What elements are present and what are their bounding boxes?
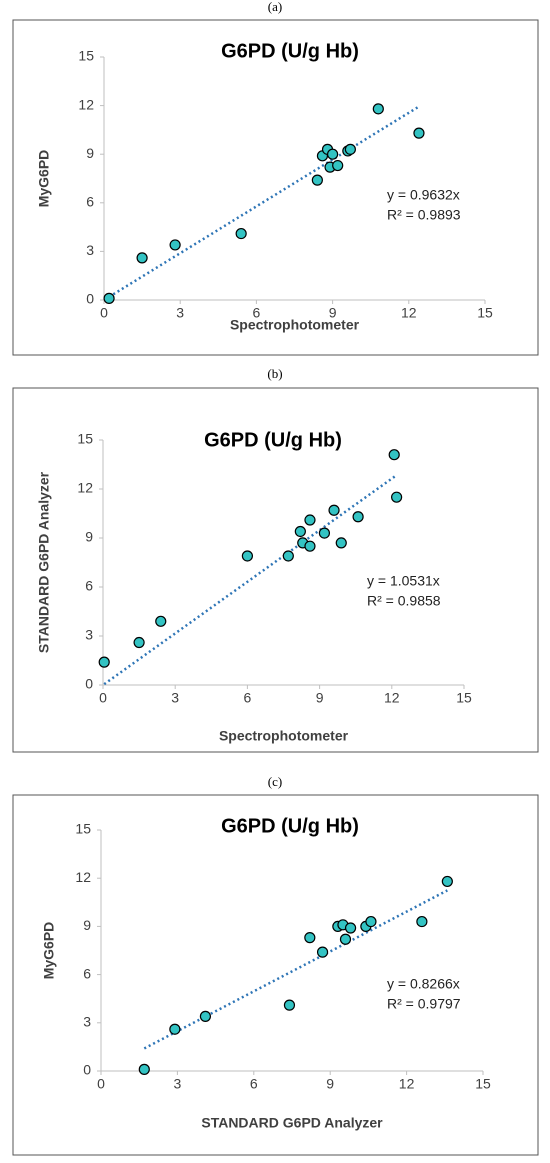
data-point bbox=[138, 1063, 150, 1075]
data-point bbox=[365, 915, 377, 928]
data-point bbox=[335, 537, 347, 549]
data-point bbox=[352, 511, 364, 523]
r-squared: R² = 0.9858 bbox=[367, 593, 441, 609]
data-point bbox=[441, 875, 453, 888]
panel-border bbox=[12, 19, 539, 356]
y-tick-label: 15 bbox=[78, 48, 94, 64]
data-point bbox=[304, 540, 316, 552]
x-tick-label: 3 bbox=[171, 690, 179, 706]
chart-title: G6PD (U/g Hb) bbox=[221, 40, 359, 62]
y-tick-label: 15 bbox=[77, 431, 93, 447]
data-point bbox=[388, 449, 400, 461]
data-point bbox=[413, 127, 425, 139]
x-tick-label: 3 bbox=[176, 305, 184, 321]
x-tick-label: 12 bbox=[401, 305, 417, 321]
panel-border bbox=[12, 387, 539, 753]
data-point bbox=[283, 999, 296, 1011]
y-tick-label: 3 bbox=[85, 627, 93, 643]
y-tick-label: 12 bbox=[75, 869, 91, 885]
data-point bbox=[316, 946, 329, 958]
data-point bbox=[327, 148, 339, 160]
trendline bbox=[103, 474, 398, 686]
data-point bbox=[282, 550, 294, 562]
data-point bbox=[103, 292, 115, 304]
y-tick-label: 12 bbox=[77, 480, 93, 496]
data-point bbox=[339, 933, 352, 945]
r-squared: R² = 0.9893 bbox=[387, 207, 461, 223]
y-tick-label: 3 bbox=[86, 242, 94, 258]
panel-label: (a) bbox=[268, 0, 282, 14]
chart-title: G6PD (U/g Hb) bbox=[221, 815, 359, 837]
x-tick-label: 9 bbox=[329, 305, 337, 321]
y-tick-label: 15 bbox=[75, 821, 91, 837]
y-tick-label: 9 bbox=[85, 529, 93, 545]
y-tick-label: 9 bbox=[83, 917, 91, 933]
data-point bbox=[372, 103, 384, 115]
data-point bbox=[169, 1023, 181, 1035]
x-tick-label: 6 bbox=[250, 1076, 258, 1092]
x-tick-label: 15 bbox=[456, 690, 472, 706]
data-point bbox=[136, 252, 148, 264]
panel-border bbox=[12, 794, 539, 1156]
y-tick-label: 6 bbox=[85, 578, 93, 594]
data-point bbox=[344, 922, 357, 934]
x-tick-label: 15 bbox=[477, 305, 493, 321]
trendline bbox=[143, 889, 448, 1050]
y-axis-label: STANDARD G6PD Analyzer bbox=[36, 471, 52, 653]
y-tick-label: 0 bbox=[86, 291, 94, 307]
data-point bbox=[391, 491, 403, 503]
y-axis-label: MyG6PD bbox=[36, 150, 52, 208]
data-point bbox=[304, 932, 316, 944]
x-tick-label: 12 bbox=[384, 690, 400, 706]
data-point bbox=[294, 525, 306, 538]
x-tick-label: 0 bbox=[100, 305, 108, 321]
y-tick-label: 9 bbox=[86, 145, 94, 161]
data-point bbox=[199, 1010, 212, 1022]
data-point bbox=[169, 239, 181, 251]
data-point bbox=[155, 615, 167, 627]
y-tick-label: 0 bbox=[85, 676, 93, 692]
y-tick-label: 12 bbox=[78, 96, 94, 112]
equation: y = 1.0531x bbox=[367, 573, 440, 589]
x-axis-label: STANDARD G6PD Analyzer bbox=[201, 1115, 383, 1131]
data-point bbox=[311, 174, 323, 186]
data-point bbox=[98, 656, 110, 668]
x-tick-label: 9 bbox=[316, 690, 324, 706]
equation: y = 0.8266x bbox=[387, 976, 460, 992]
x-tick-label: 3 bbox=[174, 1076, 182, 1092]
x-tick-label: 6 bbox=[253, 305, 261, 321]
data-point bbox=[304, 514, 316, 526]
y-tick-label: 6 bbox=[83, 965, 91, 981]
chart-title: G6PD (U/g Hb) bbox=[204, 429, 342, 451]
panel-label: (c) bbox=[268, 774, 282, 789]
x-tick-label: 15 bbox=[475, 1076, 491, 1092]
r-squared: R² = 0.9797 bbox=[387, 996, 461, 1012]
data-point bbox=[328, 504, 340, 516]
x-tick-label: 9 bbox=[326, 1076, 334, 1092]
y-axis-label: MyG6PD bbox=[41, 922, 57, 980]
x-axis-label: Spectrophotometer bbox=[219, 728, 349, 744]
x-tick-label: 12 bbox=[399, 1076, 415, 1092]
y-tick-label: 0 bbox=[83, 1062, 91, 1078]
data-point bbox=[332, 159, 344, 172]
data-point bbox=[344, 143, 356, 155]
trendline bbox=[108, 105, 420, 298]
data-point bbox=[133, 636, 145, 649]
x-tick-label: 0 bbox=[99, 690, 107, 706]
x-tick-label: 0 bbox=[97, 1076, 105, 1092]
data-point bbox=[235, 227, 247, 240]
y-tick-label: 3 bbox=[83, 1014, 91, 1030]
x-tick-label: 6 bbox=[244, 690, 252, 706]
data-point bbox=[241, 550, 253, 562]
panel-label: (b) bbox=[267, 366, 282, 381]
data-point bbox=[318, 527, 331, 539]
x-axis-label: Spectrophotometer bbox=[230, 317, 360, 333]
y-tick-label: 6 bbox=[86, 194, 94, 210]
data-point bbox=[416, 915, 428, 928]
equation: y = 0.9632x bbox=[387, 187, 460, 203]
